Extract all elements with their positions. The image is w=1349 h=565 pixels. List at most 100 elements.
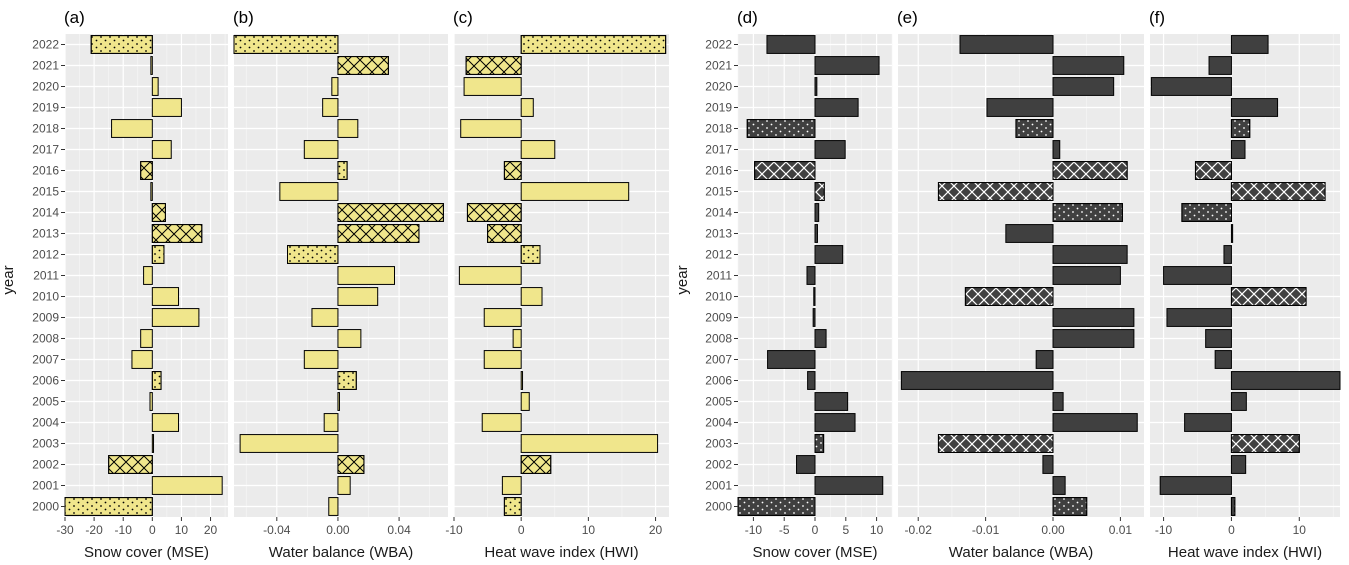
bar-pattern-dots-2022 <box>233 35 339 54</box>
y-tick-label-2022: 2022 <box>32 38 59 52</box>
bar-2013 <box>814 224 818 243</box>
bar-2001 <box>501 476 522 495</box>
y-tick-label-2018: 2018 <box>705 122 732 136</box>
bar-pattern-dots-2003 <box>814 434 825 453</box>
bar-pattern-cross-2015 <box>1230 182 1326 201</box>
bar-2009 <box>483 308 522 327</box>
y-tick-label-2009: 2009 <box>32 311 59 325</box>
bar-2008 <box>140 329 153 348</box>
bar-2007 <box>483 350 522 369</box>
x-tick-label: 0.01 <box>1109 523 1133 537</box>
bar-pattern-cross-2021 <box>465 56 522 75</box>
y-tick-label-2012: 2012 <box>32 248 59 262</box>
x-tick-label: -5 <box>779 523 790 537</box>
y-tick-label-2005: 2005 <box>705 395 732 409</box>
bar-2017 <box>1052 140 1061 159</box>
x-tick-label: 10 <box>582 523 596 537</box>
bar-2011 <box>337 266 396 285</box>
x-axis-title: Heat wave index (HWI) <box>484 544 638 561</box>
y-tick-label-2016: 2016 <box>32 164 59 178</box>
bar-2004 <box>481 413 522 432</box>
x-tick-label: 0 <box>812 523 819 537</box>
bar-pattern-cross-2016 <box>140 161 153 180</box>
bar-2009 <box>812 308 816 327</box>
y-tick-label-2001: 2001 <box>32 479 59 493</box>
bar-2011 <box>143 266 153 285</box>
bar-2007 <box>767 350 816 369</box>
y-axis-label-left: year <box>0 265 17 294</box>
x-axis-title: Water balance (WBA) <box>269 544 414 561</box>
bar-2007 <box>131 350 153 369</box>
bar-2006 <box>807 371 816 390</box>
bar-2001 <box>814 476 884 495</box>
bar-2021 <box>150 56 153 75</box>
year-tick-labels-left: 2000 2001 2002 2003 2004 2005 2006 2007 2008 2009… <box>32 38 65 514</box>
x-tick-label: 0.00 <box>1041 523 1065 537</box>
x-tick-label: 20 <box>649 523 663 537</box>
bar-pattern-dots-2022 <box>90 35 153 54</box>
x-tick-label: 0 <box>1228 523 1235 537</box>
panel-c: -10 0 10 20 Heat wave index (HWI) (c) <box>445 8 669 561</box>
y-tick-label-2012: 2012 <box>705 248 732 262</box>
y-tick-label-2021: 2021 <box>32 59 59 73</box>
bar-2019 <box>1230 98 1279 117</box>
bar-2010 <box>813 287 816 306</box>
y-tick-label-2003: 2003 <box>32 437 59 451</box>
bar-2007 <box>1035 350 1054 369</box>
y-tick-label-2004: 2004 <box>705 416 732 430</box>
x-tick-label: 0 <box>518 523 525 537</box>
x-tick-label: 10 <box>175 523 189 537</box>
bar-pattern-dots-2000 <box>1052 497 1088 516</box>
bar-2021 <box>1052 56 1125 75</box>
bar-pattern-cross-2002 <box>108 455 153 474</box>
y-tick-label-2010: 2010 <box>705 290 732 304</box>
y-tick-label-2019: 2019 <box>705 101 732 115</box>
panel-label: (e) <box>897 8 918 27</box>
bar-2011 <box>1163 266 1232 285</box>
bar-2015 <box>150 182 153 201</box>
bar-2009 <box>1052 308 1135 327</box>
panel-label: (d) <box>737 8 758 27</box>
y-tick-label-2011: 2011 <box>33 269 59 283</box>
bar-2009 <box>1166 308 1232 327</box>
panel-f: -10 0 10 Heat wave index (HWI) (f) <box>1149 8 1341 561</box>
bar-pattern-cross-2013 <box>337 224 420 243</box>
panel-label: (c) <box>453 8 473 27</box>
bar-2001 <box>151 476 223 495</box>
y-tick-label-2014: 2014 <box>32 206 59 220</box>
bar-2011 <box>1052 266 1121 285</box>
bar-2013 <box>1005 224 1054 243</box>
bar-2018 <box>337 119 359 138</box>
bar-2009 <box>311 308 339 327</box>
y-tick-label-2020: 2020 <box>32 80 59 94</box>
bar-2002 <box>1230 455 1247 474</box>
bar-pattern-cross-2016 <box>754 161 816 180</box>
bar-pattern-dots-2000 <box>737 497 816 516</box>
bar-pattern-dots-2012 <box>520 245 541 264</box>
y-tick-label-2000: 2000 <box>705 500 732 514</box>
y-tick-label-2008: 2008 <box>705 332 732 346</box>
y-tick-label-2013: 2013 <box>705 227 732 241</box>
bar-2022 <box>1230 35 1269 54</box>
bar-2018 <box>460 119 522 138</box>
x-tick-label: 20 <box>204 523 218 537</box>
bar-2022 <box>766 35 816 54</box>
bar-2013 <box>1230 224 1234 243</box>
bar-2021 <box>1208 56 1232 75</box>
bar-pattern-cross-2010 <box>1230 287 1307 306</box>
y-tick-label-2022: 2022 <box>705 38 732 52</box>
bar-2006 <box>520 371 524 390</box>
bar-pattern-cross-2010 <box>964 287 1054 306</box>
bar-2012 <box>1052 245 1128 264</box>
bar-2010 <box>337 287 379 306</box>
y-tick-label-2003: 2003 <box>705 437 732 451</box>
bar-2017 <box>1230 140 1246 159</box>
y-tick-label-2013: 2013 <box>32 227 59 241</box>
bar-2008 <box>1052 329 1135 348</box>
bar-2010 <box>520 287 543 306</box>
x-axis-title: Water balance (WBA) <box>949 544 1094 561</box>
x-tick-label: -0.02 <box>905 523 933 537</box>
bar-pattern-dots-2014 <box>1181 203 1232 222</box>
y-tick-label-2007: 2007 <box>32 353 59 367</box>
bar-2020 <box>1150 77 1232 96</box>
